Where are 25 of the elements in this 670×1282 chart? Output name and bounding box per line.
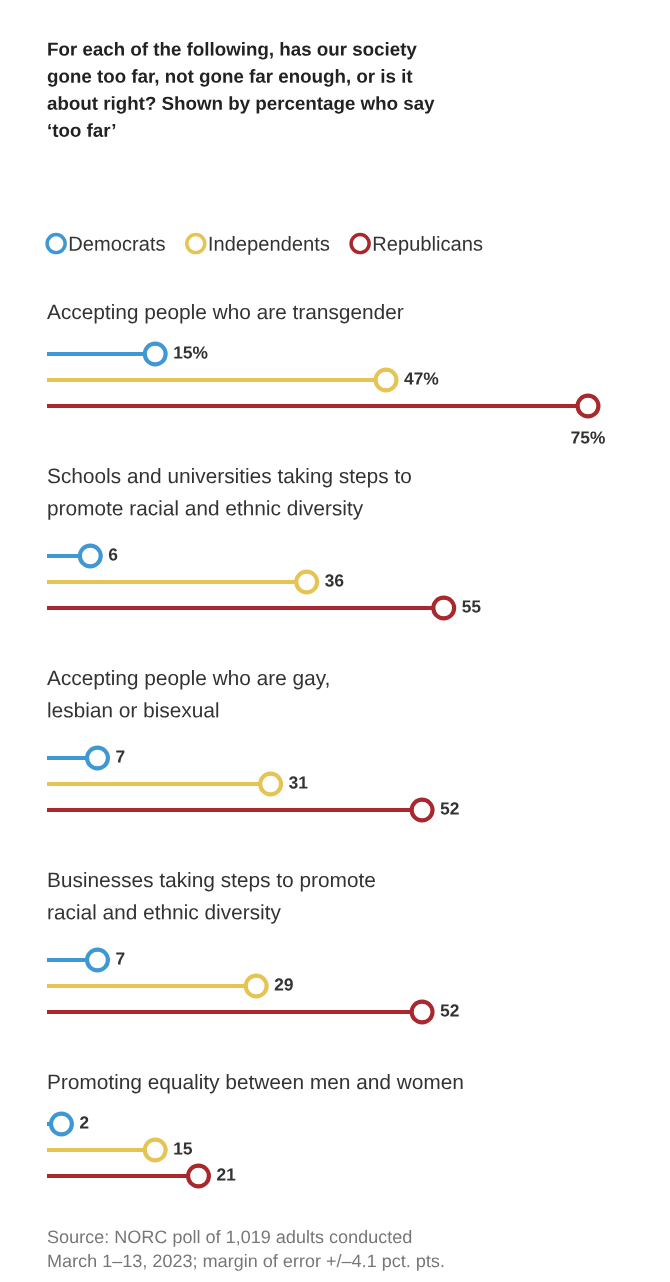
annotation: Source: NORC poll of 1,019 adults conducted March 1–13, 2023; margin of error +/–4.1 pct. pts. [47, 1230, 444, 1271]
legend-label: Republicans [373, 236, 483, 255]
data-label: 75% [571, 431, 605, 444]
data-label: 7 [116, 750, 125, 763]
data-label: 52 [440, 1004, 459, 1017]
data-label: 31 [289, 776, 308, 789]
legend-label: Democrats [69, 236, 165, 251]
data-label: 6 [108, 548, 118, 561]
y-tick-label: Promoting equality between men and women [48, 1074, 463, 1094]
data-label: 2 [80, 1116, 89, 1129]
data-label: 36 [325, 574, 344, 587]
data-label: 55 [462, 600, 481, 613]
data-label: 7 [116, 952, 125, 965]
legend-label: Independents [209, 236, 330, 255]
y-tick-label: Accepting people who are gay, lesbian or bisexual [47, 670, 329, 718]
y-tick-label: Accepting people who are transgender [47, 304, 404, 324]
chart-title: For each of the following, has our society gone too far, not gone far enough, or is it about right? Shown by percentage who say ‘too far’ [47, 42, 435, 137]
data-label: 47% [404, 372, 439, 385]
data-label: 29 [274, 978, 293, 991]
data-label: 15 [174, 1142, 193, 1155]
y-tick-label: Schools and universities taking steps to promote racial and ethnic diversity [47, 468, 411, 520]
y-tick-label: Businesses taking steps to promote racial and ethnic diversity [48, 872, 375, 924]
data-label: 15% [174, 346, 208, 359]
data-label: 21 [217, 1168, 236, 1181]
data-label: 52 [440, 802, 459, 815]
